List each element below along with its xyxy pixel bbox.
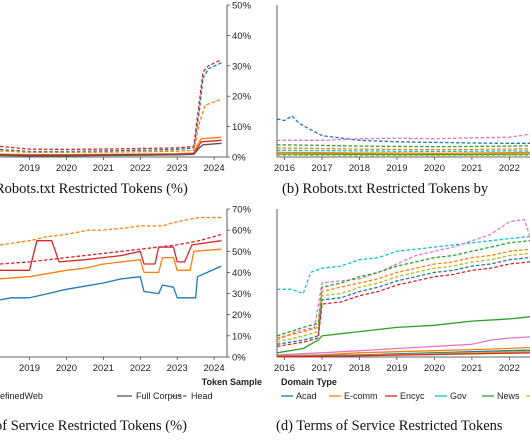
x-tick-label: 2016	[274, 363, 295, 374]
series-group	[0, 218, 222, 300]
x-tick-label: 2021	[461, 163, 482, 174]
series-line	[277, 262, 530, 347]
x-tick-label: 2019	[386, 363, 407, 374]
y-tick-label: 0%	[232, 353, 246, 364]
legend-label: Head	[191, 391, 213, 401]
x-tick-label: 2017	[311, 363, 332, 374]
x-tick-label: 2020	[424, 363, 445, 374]
x-tick-label: 2016	[274, 163, 295, 174]
legend-label: efinedWeb	[0, 391, 43, 401]
y-tick-label: 60%	[232, 226, 252, 237]
y-tick-label: 0%	[232, 153, 246, 164]
series-line	[0, 99, 222, 152]
x-tick-label: 2023	[167, 163, 188, 174]
series-line	[0, 234, 222, 264]
series-line	[0, 241, 222, 271]
y-tick-label: 50%	[232, 1, 252, 12]
y-tick-label: 70%	[232, 205, 252, 216]
legend-label: Full Corpus	[136, 391, 183, 401]
y-tick-label: 30%	[232, 61, 252, 72]
x-tick-label: 2023	[167, 363, 188, 374]
legend-label: Gov	[450, 391, 467, 401]
legend-label: Acad	[296, 391, 317, 401]
legend-label: E-comm	[344, 391, 378, 401]
x-tick-label: 2022	[499, 163, 520, 174]
y-tick-label: 50%	[232, 247, 252, 258]
x-tick-label: 2022	[130, 163, 151, 174]
x-tick-label: 2020	[424, 163, 445, 174]
x-tick-label: 2024	[204, 363, 225, 374]
x-tick-label: 2018	[349, 163, 370, 174]
x-tick-label: 2021	[93, 363, 114, 374]
legend-token-sample: Token Sample efinedWeb Full Corpus Head	[0, 377, 262, 401]
x-tick-label: 2020	[56, 163, 77, 174]
x-tick-label: 2018	[349, 363, 370, 374]
x-tick-label: 2021	[93, 163, 114, 174]
y-tick-label: 40%	[232, 31, 252, 42]
series-line	[0, 266, 222, 300]
caption-b: (b) Robots.txt Restricted Tokens by	[282, 181, 489, 197]
panel-a-robots-restricted: 50% 40% 30% 20% 10% 0% 2019 2020 2021 2022 2023 202…	[0, 1, 252, 175]
y-tick-label: 10%	[232, 122, 252, 133]
series-line	[277, 134, 530, 140]
legend-label: Encyc	[400, 391, 425, 401]
y-tick-label: 30%	[232, 289, 252, 300]
x-tick-label: 2019	[19, 163, 40, 174]
series-line	[0, 63, 222, 152]
x-tick-label: 2020	[56, 363, 77, 374]
series-line	[0, 218, 222, 245]
caption-a: Robots.txt Restricted Tokens (%)	[0, 181, 188, 197]
series-line	[277, 237, 530, 294]
legend-title: Token Sample	[202, 377, 262, 387]
legend-title: Domain Type	[281, 377, 337, 387]
legend-label: News	[497, 391, 520, 401]
x-tick-label: 2024	[204, 163, 225, 174]
series-line	[277, 116, 530, 143]
series-line	[0, 60, 222, 150]
x-tick-label: 2022	[130, 363, 151, 374]
series-line	[277, 154, 530, 155]
x-tick-label: 2017	[311, 163, 332, 174]
x-tick-label: 2021	[461, 363, 482, 374]
series-group	[277, 220, 530, 357]
y-tick-label: 10%	[232, 331, 252, 342]
series-line	[277, 148, 530, 150]
series-line	[277, 145, 530, 147]
panel-b-robots-by-domain: 2016 2017 2018 2019 2020 2021 2022	[274, 5, 530, 174]
series-group	[0, 60, 222, 156]
panel-d-tos-by-domain: 2016 2017 2018 2019 2020 2021 2022	[274, 209, 530, 374]
y-tick-label: 40%	[232, 268, 252, 279]
series-group	[277, 116, 530, 156]
x-tick-label: 2022	[499, 363, 520, 374]
x-tick-label: 2019	[386, 163, 407, 174]
y-tick-label: 20%	[232, 92, 252, 103]
panel-c-tos-restricted: 70% 60% 50% 40% 30% 20% 10% 0% 2019 2020 2021 2022 2…	[0, 205, 252, 375]
x-tick-label: 2019	[19, 363, 40, 374]
y-tick-label: 20%	[232, 310, 252, 321]
caption-d: (d) Terms of Service Restricted Tokens	[276, 418, 503, 434]
series-line	[277, 150, 530, 151]
series-line	[277, 152, 530, 153]
caption-c: of Service Restricted Tokens (%)	[0, 418, 187, 434]
